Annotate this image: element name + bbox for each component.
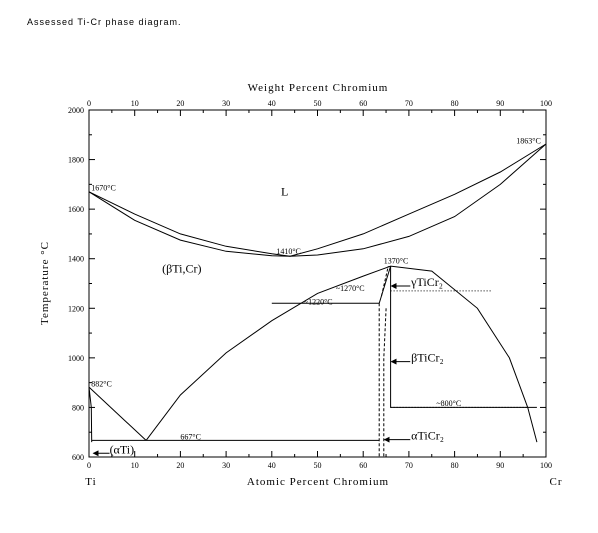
phase-boundary-line [88, 143, 547, 257]
figure-caption: Assessed Ti-Cr phase diagram. [27, 17, 182, 27]
annotation-label: 882°C [91, 379, 112, 388]
annotation-label: ~1270°C [336, 284, 365, 293]
x-top-tick-label: 30 [222, 99, 230, 108]
x-bottom-tick-label: 70 [405, 461, 413, 470]
x-top-tick-label: 50 [314, 99, 322, 108]
x-bottom-tick-label: 0 [87, 461, 91, 470]
annotation-label: γTiCr₂ [410, 275, 443, 289]
y-tick-label: 1400 [68, 255, 84, 264]
x-top-tick-label: 0 [87, 99, 91, 108]
x-bottom-axis-title: Atomic Percent Chromium [247, 476, 389, 488]
annotation-label: 1410°C [276, 247, 301, 256]
annotation-label: ~1220°C [304, 298, 333, 307]
x-top-tick-label: 90 [496, 99, 504, 108]
annotation-label: 1863°C [516, 136, 541, 145]
x-bottom-tick-label: 60 [359, 461, 367, 470]
y-tick-label: 1200 [68, 304, 84, 313]
x-top-tick-label: 20 [176, 99, 184, 108]
annotation-label: ~800°C [436, 399, 461, 408]
y-tick-label: 800 [72, 403, 84, 412]
annotation-label: (βTi,Cr) [162, 261, 201, 275]
phase-boundary-line [383, 308, 387, 457]
x-top-tick-label: 100 [540, 99, 552, 108]
left-element-label: Ti [85, 476, 96, 488]
annotations: 1670°C 1863°C 1410°C 1370°C ~1270°C~1220°C 88… [91, 136, 541, 456]
y-tick-label: 2000 [68, 106, 84, 115]
y-tick-label: 1800 [68, 156, 84, 165]
annotation-label: 1370°C [384, 257, 409, 266]
ticks: 0 10 20 30 40 50 60 70 80 90 1000 10 20 30 40 50 60 70 80 9… [68, 99, 552, 470]
phase-boundary-line [88, 143, 547, 257]
x-top-tick-label: 80 [451, 99, 459, 108]
x-top-axis-title: Weight Percent Chromium [248, 82, 389, 94]
annotation-label: (αTi) [110, 442, 135, 456]
y-tick-label: 1600 [68, 205, 84, 214]
phase-boundary-line [378, 265, 392, 304]
annotation-label: βTiCr₂ [411, 351, 444, 365]
x-top-tick-label: 70 [405, 99, 413, 108]
x-bottom-tick-label: 100 [540, 461, 552, 470]
y-tick-label: 600 [72, 453, 84, 462]
x-bottom-tick-label: 20 [176, 461, 184, 470]
x-top-tick-label: 60 [359, 99, 367, 108]
x-top-tick-label: 10 [131, 99, 139, 108]
phase-boundary-line [381, 265, 389, 297]
right-element-label: Cr [550, 476, 563, 488]
plot-frame [88, 109, 547, 458]
phase-boundaries [88, 143, 547, 457]
phase-boundary-line [88, 386, 147, 441]
x-bottom-tick-label: 10 [131, 461, 139, 470]
x-bottom-tick-label: 80 [451, 461, 459, 470]
x-bottom-tick-label: 30 [222, 461, 230, 470]
y-tick-label: 1000 [68, 354, 84, 363]
annotation-label: 1670°C [91, 184, 116, 193]
phase-boundary-line [88, 387, 93, 443]
x-bottom-tick-label: 50 [314, 461, 322, 470]
x-bottom-tick-label: 40 [268, 461, 276, 470]
y-axis-title: Temperature °C [39, 241, 51, 325]
phase-boundary-line [145, 265, 538, 443]
annotation-label: L [281, 185, 288, 199]
label-arrows [92, 282, 411, 457]
x-top-tick-label: 40 [268, 99, 276, 108]
x-bottom-tick-label: 90 [496, 461, 504, 470]
annotation-label: 667°C [180, 433, 201, 442]
annotation-label: αTiCr₂ [411, 429, 444, 443]
